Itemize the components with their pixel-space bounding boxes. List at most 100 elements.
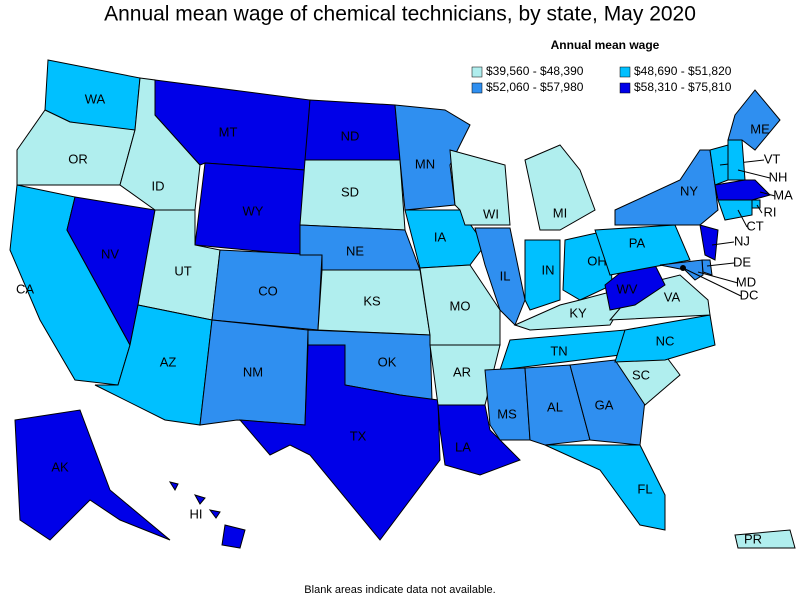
state-region xyxy=(168,481,179,492)
state-region xyxy=(524,239,561,311)
state-region xyxy=(569,359,646,446)
state-region xyxy=(714,179,771,201)
state-label: NJ xyxy=(734,233,750,248)
state-region xyxy=(238,344,441,541)
state-label: CO xyxy=(258,283,278,298)
state-region xyxy=(614,149,719,226)
state-label: DC xyxy=(740,287,759,302)
state-label: OH xyxy=(587,253,607,268)
state-region xyxy=(437,404,521,476)
state-label: FL xyxy=(637,481,652,496)
state-label: NV xyxy=(101,246,119,261)
state-region xyxy=(208,509,221,519)
legend-title: Annual mean wage xyxy=(551,38,660,52)
state-region xyxy=(717,199,753,221)
state-label: ND xyxy=(341,128,360,143)
state-label: NY xyxy=(680,183,698,198)
state-label: LA xyxy=(455,439,471,454)
leader-line xyxy=(697,271,739,284)
leader-line xyxy=(706,262,735,267)
state-label: NC xyxy=(656,333,675,348)
legend-label: $39,560 - $48,390 xyxy=(486,64,584,78)
state-label: SD xyxy=(341,184,359,199)
legend-swatch xyxy=(619,66,631,78)
state-label: OK xyxy=(378,354,397,369)
state-label: CA xyxy=(16,281,34,296)
legend: $39,560 - $48,390 $48,690 - $51,820 $52,06… xyxy=(471,64,732,94)
states: WA OR CA NV ID MT WY UT AZ CO NM ND SD NE KS OK TX MN IA MO… xyxy=(9,59,796,549)
state-region xyxy=(394,104,471,211)
leader-line xyxy=(759,191,776,197)
state-label: UT xyxy=(174,263,191,278)
state-label: NM xyxy=(243,364,263,379)
legend-swatch xyxy=(471,66,483,78)
state-label: DE xyxy=(733,254,751,269)
state-region xyxy=(544,444,666,531)
state-label: VA xyxy=(664,289,681,304)
state-label: TN xyxy=(550,343,567,358)
state-label: AL xyxy=(547,399,563,414)
state-label: KS xyxy=(363,293,381,308)
state-label: IA xyxy=(434,229,447,244)
state-label: WI xyxy=(483,206,499,221)
legend-label: $48,690 - $51,820 xyxy=(634,64,732,78)
state-label: MS xyxy=(497,406,517,421)
state-label: ME xyxy=(750,121,770,136)
map-title: Annual mean wage of chemical technicians… xyxy=(104,3,696,26)
state-region xyxy=(727,89,781,151)
state-region xyxy=(594,224,691,276)
state-region xyxy=(14,409,171,541)
state-label: VT xyxy=(764,151,781,166)
state-label: NH xyxy=(769,169,788,184)
state-label: CT xyxy=(746,218,763,233)
state-label: AZ xyxy=(160,354,177,369)
state-region xyxy=(449,149,511,226)
state-label: WV xyxy=(617,281,638,296)
state-label: MD xyxy=(736,274,756,289)
state-region xyxy=(193,494,206,505)
state-label: PA xyxy=(629,235,646,250)
state-label: MT xyxy=(219,124,238,139)
state-label: WA xyxy=(85,91,106,106)
state-label: MA xyxy=(773,187,793,202)
state-label: HI xyxy=(190,506,203,521)
legend-label: $52,060 - $57,980 xyxy=(486,80,584,94)
legend-label: $58,310 - $75,810 xyxy=(634,80,732,94)
state-label: TX xyxy=(350,428,367,443)
state-label: IN xyxy=(542,262,555,277)
state-label: MI xyxy=(553,205,567,220)
leader-line xyxy=(737,169,771,179)
state-label: WY xyxy=(243,203,264,218)
state-label: SC xyxy=(632,367,650,382)
state-label: MO xyxy=(450,298,471,313)
state-region xyxy=(701,259,713,276)
state-label: NE xyxy=(346,243,364,258)
legend-swatch xyxy=(471,82,483,94)
state-label: ID xyxy=(152,178,165,193)
footnote: Blank areas indicate data not available. xyxy=(304,584,495,596)
state-region xyxy=(221,524,246,549)
state-region xyxy=(699,224,719,261)
leader-line xyxy=(756,204,763,214)
state-label: MN xyxy=(415,156,435,171)
state-label: PR xyxy=(744,531,762,546)
state-region xyxy=(727,139,746,181)
leader-line xyxy=(711,241,735,246)
state-region xyxy=(484,367,531,441)
legend-swatch xyxy=(619,82,631,94)
state-region xyxy=(524,144,596,231)
state-label: IL xyxy=(500,268,511,283)
state-label: KY xyxy=(569,305,587,320)
state-region xyxy=(614,314,716,363)
state-label: RI xyxy=(764,204,777,219)
state-region xyxy=(524,364,591,446)
state-label: AR xyxy=(453,364,471,379)
leader-line xyxy=(737,209,748,228)
state-region xyxy=(734,529,796,549)
leader-line xyxy=(682,267,742,297)
state-region xyxy=(751,199,761,209)
state-label: OR xyxy=(68,151,88,166)
state-label: GA xyxy=(595,397,614,412)
state-label: AK xyxy=(51,459,69,474)
